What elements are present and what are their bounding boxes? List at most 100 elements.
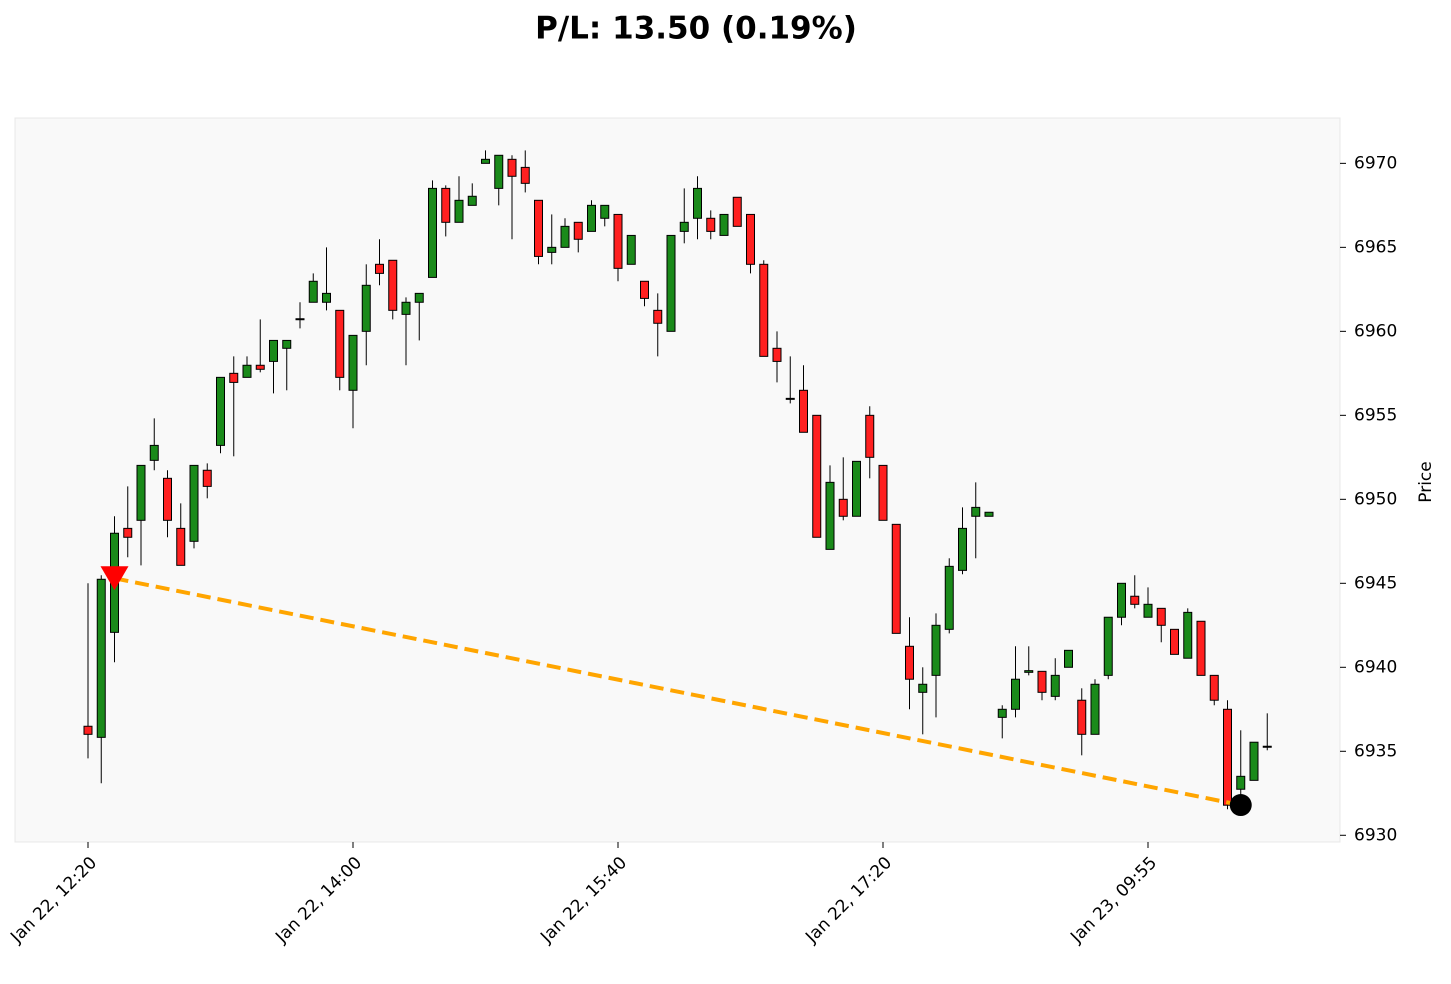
- candle-body: [626, 234, 636, 265]
- x-tick-label: Jan 22, 14:00: [271, 853, 366, 948]
- candle-body: [1130, 595, 1140, 605]
- candle-body: [229, 372, 239, 383]
- y-tick-label: 6930: [1354, 825, 1397, 845]
- candle-body: [242, 364, 252, 378]
- x-tick-label: Jan 22, 15:40: [536, 853, 631, 948]
- candle-body: [640, 280, 649, 299]
- trade-line: [114, 576, 1242, 808]
- candle-body: [123, 527, 133, 538]
- candle-body: [322, 292, 331, 303]
- x-tick-label: Jan 22, 17:20: [801, 853, 896, 948]
- y-tick-label: 6965: [1354, 237, 1397, 257]
- candle-body: [1223, 708, 1232, 806]
- y-tick-label: 6945: [1354, 573, 1397, 593]
- candle-body: [547, 246, 557, 253]
- candle-body: [706, 217, 716, 232]
- candle-body: [997, 708, 1007, 718]
- candle-body: [282, 339, 292, 349]
- candle-body: [467, 195, 477, 206]
- candle-body: [375, 263, 384, 274]
- candle-body: [852, 460, 861, 517]
- y-tick-label: 6935: [1354, 741, 1397, 761]
- y-tick-label: 6940: [1354, 657, 1397, 677]
- candle-body: [520, 166, 530, 184]
- candle-body: [746, 213, 755, 265]
- candle-body: [401, 301, 411, 315]
- exit-marker: [1229, 794, 1252, 817]
- candle-body: [163, 477, 172, 521]
- candle-body: [905, 645, 914, 680]
- candle-body: [255, 364, 265, 370]
- candle-body: [1183, 611, 1193, 659]
- candle-body: [1170, 628, 1179, 655]
- candle-body: [719, 213, 729, 236]
- candle-body: [693, 187, 702, 219]
- candle-body: [958, 527, 967, 571]
- candle-body: [1156, 607, 1166, 626]
- candle-body: [136, 464, 146, 521]
- candle-body: [494, 154, 504, 189]
- plot-area: [14, 117, 1341, 843]
- candle-body: [1249, 741, 1259, 781]
- candle-body: [295, 318, 305, 321]
- y-axis-label: Price: [1416, 461, 1436, 502]
- x-tick-label: Jan 23, 09:55: [1066, 853, 1161, 948]
- candle-body: [1024, 670, 1034, 673]
- candle-body: [971, 506, 981, 517]
- candle-body: [414, 292, 424, 303]
- candle-body: [799, 389, 808, 433]
- candle-body: [613, 213, 623, 269]
- candle-body: [96, 578, 106, 738]
- y-tick-label: 6970: [1354, 153, 1397, 173]
- candle-body: [1037, 670, 1047, 693]
- candle-body: [573, 221, 583, 240]
- candle-body: [83, 725, 93, 735]
- candle-body: [918, 683, 928, 693]
- candle-body: [732, 196, 742, 227]
- candle-body: [216, 376, 225, 446]
- candle-body: [891, 523, 901, 634]
- chart-title: P/L: 13.50 (0.19%): [535, 11, 857, 47]
- candle-body: [931, 624, 941, 676]
- candle-body: [772, 347, 782, 362]
- candle-body: [1077, 699, 1087, 735]
- candle-body: [1262, 745, 1272, 748]
- candle-body: [759, 263, 769, 357]
- candle-body: [335, 309, 345, 378]
- entry-marker: [100, 566, 129, 591]
- candle-body: [1143, 603, 1153, 618]
- candle-body: [865, 414, 875, 458]
- candle-body: [679, 221, 689, 232]
- candle-body: [984, 511, 994, 517]
- candle-body: [785, 397, 795, 400]
- candle-body: [944, 565, 954, 630]
- candle-body: [1117, 582, 1126, 618]
- candle-body: [878, 464, 888, 521]
- candle-body: [534, 199, 543, 257]
- candle-body: [1011, 678, 1020, 710]
- y-tick-label: 6950: [1354, 489, 1397, 509]
- candle-body: [1090, 683, 1100, 735]
- candle-body: [825, 481, 835, 550]
- candle-body: [269, 339, 278, 362]
- candle-body: [666, 234, 676, 332]
- y-tick-label: 6960: [1354, 321, 1397, 341]
- y-tick-label: 6955: [1354, 405, 1397, 425]
- candle-body: [388, 259, 398, 311]
- candle-body: [1050, 674, 1060, 697]
- candle-body: [149, 444, 159, 461]
- candle-body: [1103, 616, 1113, 676]
- candle-body: [454, 199, 464, 223]
- candle-body: [176, 527, 186, 566]
- candle-body: [348, 334, 358, 391]
- candle-body: [1196, 620, 1206, 676]
- candle-body: [1236, 775, 1246, 790]
- candle-body: [1064, 649, 1073, 668]
- candle-body: [838, 498, 848, 517]
- candle-body: [441, 187, 451, 223]
- candle-body: [308, 280, 318, 303]
- candle-body: [428, 187, 437, 278]
- candle-body: [189, 464, 199, 542]
- candle-body: [812, 414, 822, 538]
